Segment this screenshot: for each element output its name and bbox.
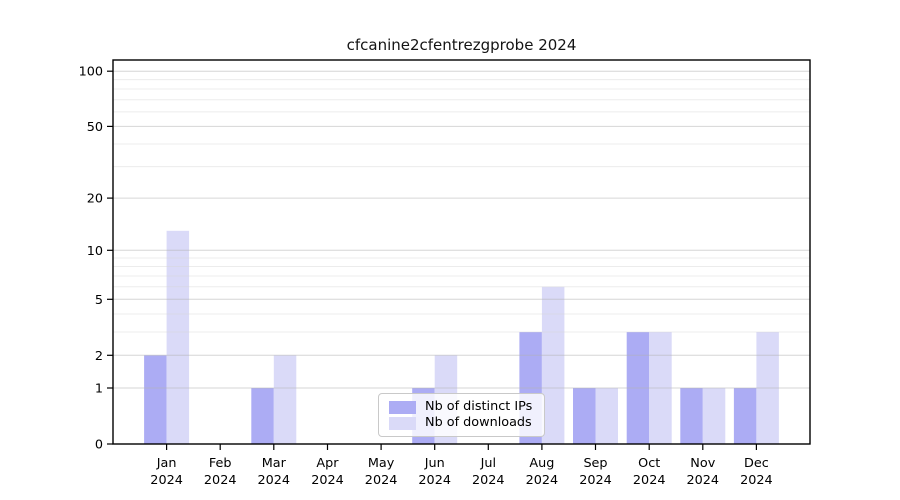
x-axis-tick-label-year: 2024 [633,473,666,488]
x-axis-tick-label-month: May [368,456,395,471]
x-axis-tick-label-year: 2024 [740,473,773,488]
bar-downloads-mar [273,355,297,444]
y-axis-tick-label: 0 [95,438,103,453]
x-axis-tick-label-month: Feb [209,456,232,471]
x-axis-tick-label-month: Nov [690,456,715,471]
legend: Nb of distinct IPs Nb of downloads [378,393,545,437]
legend-swatch-distinct-ips [389,400,416,414]
y-axis-tick-label: 20 [87,192,103,207]
x-axis-tick-label-year: 2024 [365,473,398,488]
x-axis-tick-label-year: 2024 [258,473,291,488]
y-axis-tick-label: 10 [87,244,103,259]
x-axis-tick-label-month: Apr [316,456,339,471]
y-axis-tick-label: 50 [87,120,103,135]
legend-item-downloads: Nb of downloads [389,416,536,430]
x-axis-tick-label-month: Jan [156,456,177,471]
bar-distinct-ips-dec [733,388,757,444]
legend-label-downloads: Nb of downloads [425,414,532,430]
x-axis-tick-label-month: Sep [583,456,607,471]
y-axis-tick-label: 5 [95,293,103,308]
x-axis-tick-label-month: Aug [529,456,554,471]
bar-downloads-jan [166,230,190,444]
x-axis-tick-label-month: Jul [480,456,496,471]
x-axis-tick-label-year: 2024 [418,473,451,488]
bar-distinct-ips-sep [573,388,596,444]
y-axis-tick-label: 1 [95,382,103,397]
x-axis-tick-label-year: 2024 [687,473,720,488]
chart-title: cfcanine2cfentrezgprobe 2024 [346,36,577,54]
x-axis-tick-label-month: Dec [744,456,769,471]
bar-downloads-nov [702,388,726,444]
x-axis-tick-label-year: 2024 [204,473,237,488]
plot-frame [112,59,811,445]
bar-distinct-ips-mar [251,388,274,444]
x-axis-tick-label-year: 2024 [579,473,612,488]
legend-item-distinct-ips: Nb of distinct IPs [389,400,536,414]
x-axis-tick-label-month: Mar [262,456,287,471]
y-axis-tick-label: 100 [79,65,103,80]
x-axis-tick-label-month: Jun [424,456,445,471]
bar-distinct-ips-jan [144,355,167,444]
legend-swatch-downloads [389,416,416,430]
x-axis-tick-label-year: 2024 [150,473,183,488]
x-axis-tick-label-year: 2024 [311,473,344,488]
x-axis-tick-label-year: 2024 [526,473,559,488]
bar-distinct-ips-nov [680,388,703,444]
bar-downloads-aug [541,286,565,444]
x-axis-tick-label-year: 2024 [472,473,505,488]
y-axis-tick-label: 2 [95,349,103,364]
bar-downloads-sep [595,388,618,444]
x-axis-tick-label-month: Oct [638,456,660,471]
legend-label-distinct-ips: Nb of distinct IPs [425,398,533,414]
